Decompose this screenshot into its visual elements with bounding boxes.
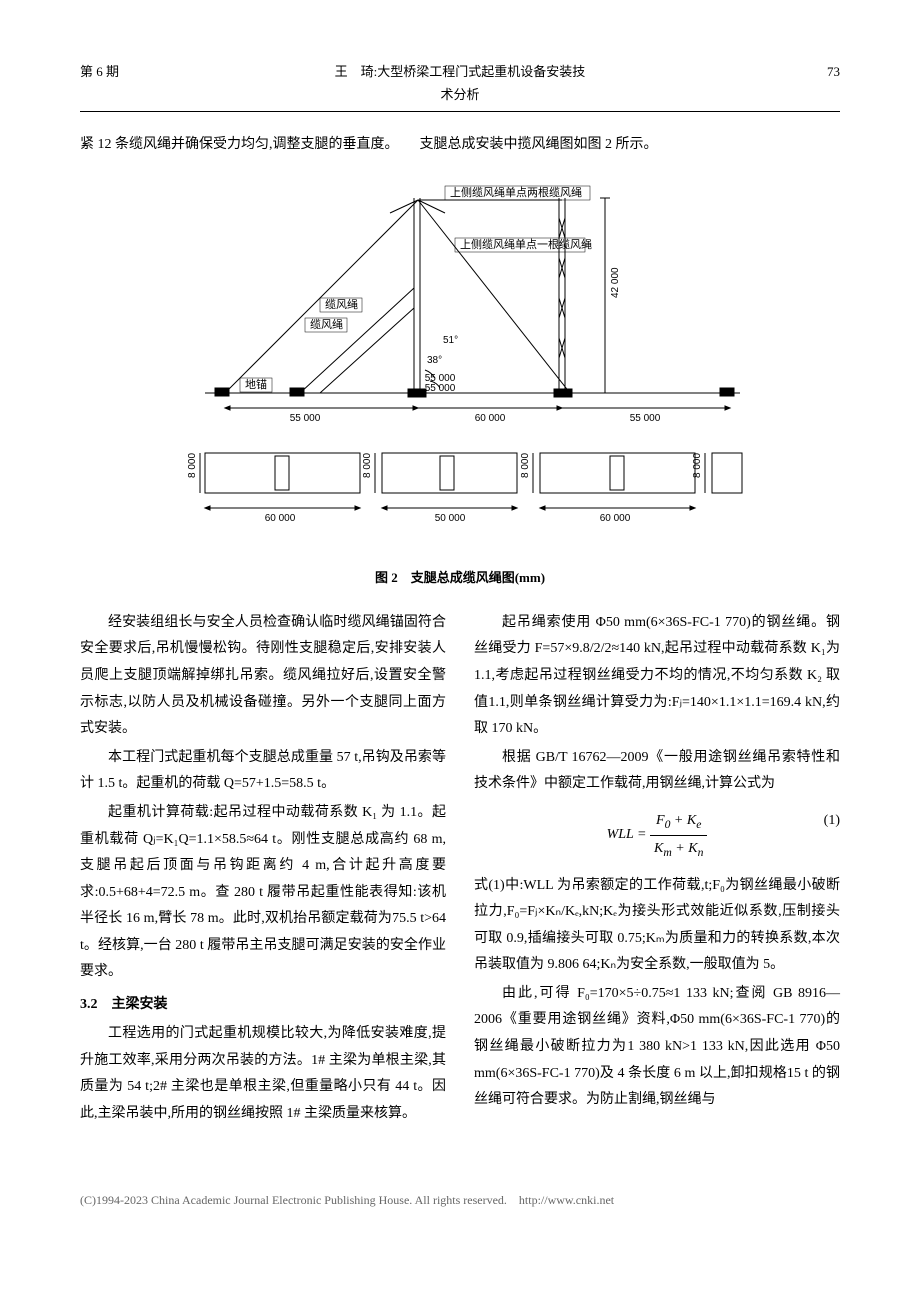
- issue-number: 第 6 期: [80, 60, 333, 107]
- page-number: 73: [587, 60, 840, 107]
- label-anchor: 地锚: [245, 377, 267, 391]
- dim-w3: 60 000: [600, 513, 631, 524]
- right-p4: 由此,可得 F₀=170×5÷0.75≈1 133 kN;查阅 GB 8916—…: [474, 981, 840, 1114]
- diagram-svg: 上侧缆风绳单点两根缆风绳 上侧缆风绳单点一根缆风绳 缆风绳 缆风绳 地锚 42 …: [150, 178, 770, 558]
- left-p3: 起重机计算荷载:起吊过程中动载荷系数 K₁ 为 1.1。起重机载荷 Qⱼ=K₁Q…: [80, 800, 446, 986]
- figure-caption: 图 2 支腿总成缆风绳图(mm): [80, 566, 840, 589]
- right-p1: 起吊绳索使用 Φ50 mm(6×36S-FC-1 770)的钢丝绳。钢丝绳受力 …: [474, 610, 840, 743]
- dim-angle2: 38°: [427, 355, 442, 366]
- dim-55000d: 55 000: [630, 413, 661, 424]
- dim-55000-top2: 55 000: [425, 383, 456, 394]
- right-p3: 式(1)中:WLL 为吊索额定的工作荷载,t;F₀为钢丝绳最小破断拉力,F₀=F…: [474, 873, 840, 979]
- dim-height: 42 000: [610, 267, 621, 298]
- left-p2: 本工程门式起重机每个支腿总成重量 57 t,吊钩及吊索等计 1.5 t。起重机的…: [80, 745, 446, 798]
- dim-h3: 8 000: [520, 453, 531, 478]
- dim-w2: 50 000: [435, 513, 466, 524]
- label-cable1: 缆风绳: [325, 297, 358, 311]
- label-cable2: 缆风绳: [310, 317, 343, 331]
- left-p4: 工程选用的门式起重机规模比较大,为降低安装难度,提升施工效率,采用分两次吊装的方…: [80, 1021, 446, 1127]
- figure-2: 上侧缆风绳单点两根缆风绳 上侧缆风绳单点一根缆风绳 缆风绳 缆风绳 地锚 42 …: [80, 178, 840, 589]
- dim-w1: 60 000: [265, 513, 296, 524]
- right-p2: 根据 GB/T 16762—2009《一般用途钢丝绳吊索特性和技术条件》中额定工…: [474, 745, 840, 798]
- top-paragraph: 紧 12 条缆风绳并确保受力均匀,调整支腿的垂直度。 支腿总成安装中揽风绳图如图…: [80, 132, 840, 159]
- dim-angle1: 51°: [443, 335, 458, 346]
- section-3-2-title: 3.2 主梁安装: [80, 992, 446, 1017]
- dim-h1: 8 000: [187, 453, 198, 478]
- dim-h4: 8 000: [692, 453, 703, 478]
- formula-1: WLL = F0 + KeKm + Kn (1): [474, 808, 840, 863]
- label-top-one-rope: 上侧缆风绳单点一根缆风绳: [460, 237, 592, 251]
- running-title: 王 琦:大型桥梁工程门式起重机设备安装技术分析: [333, 60, 586, 107]
- label-top-two-ropes: 上侧缆风绳单点两根缆风绳: [450, 185, 582, 199]
- dim-55000a: 55 000: [290, 413, 321, 424]
- formula-number: (1): [824, 808, 840, 833]
- left-p1: 经安装组组长与安全人员检查确认临时缆风绳锚固符合安全要求后,吊机慢慢松钩。待刚性…: [80, 610, 446, 743]
- dim-60000: 60 000: [475, 413, 506, 424]
- left-column: 经安装组组长与安全人员检查确认临时缆风绳锚固符合安全要求后,吊机慢慢松钩。待刚性…: [80, 610, 446, 1130]
- page-header: 第 6 期 王 琦:大型桥梁工程门式起重机设备安装技术分析 73: [80, 60, 840, 112]
- dim-h2: 8 000: [362, 453, 373, 478]
- page-footer: (C)1994-2023 China Academic Journal Elec…: [80, 1190, 840, 1212]
- right-column: 起吊绳索使用 Φ50 mm(6×36S-FC-1 770)的钢丝绳。钢丝绳受力 …: [474, 610, 840, 1130]
- formula-text: WLL = F0 + KeKm + Kn: [607, 827, 708, 842]
- two-column-text: 经安装组组长与安全人员检查确认临时缆风绳锚固符合安全要求后,吊机慢慢松钩。待刚性…: [80, 610, 840, 1130]
